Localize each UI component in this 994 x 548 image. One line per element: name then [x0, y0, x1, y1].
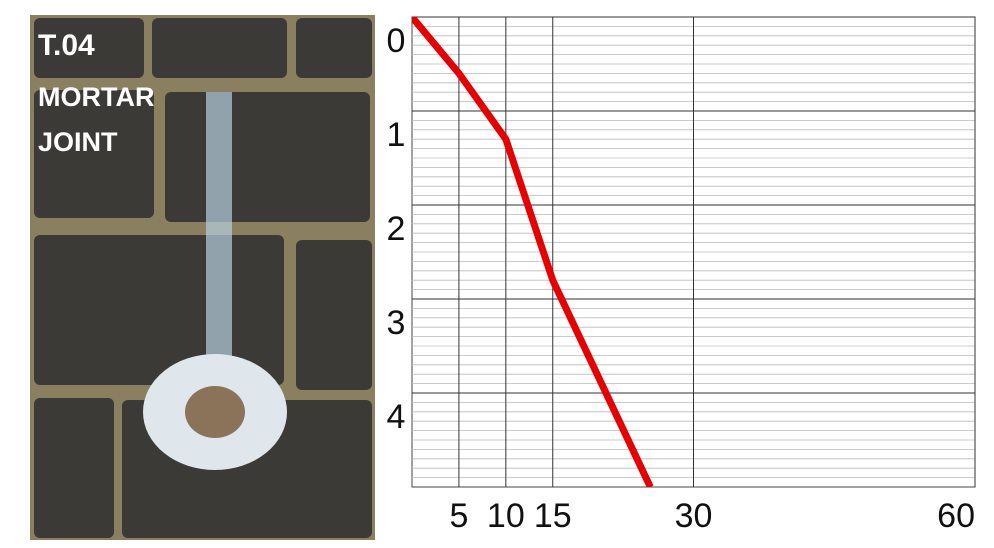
y-tick-label: 1	[387, 116, 406, 154]
photo: T.04 MORTAR JOINT	[30, 15, 375, 540]
x-tick-label: 10	[487, 497, 525, 535]
x-tick-label: 15	[534, 497, 572, 535]
x-tick-label: 60	[937, 497, 975, 535]
x-tick-label: 30	[675, 497, 713, 535]
y-tick-label: 3	[387, 304, 406, 342]
y-tick-label: 4	[387, 398, 406, 436]
photo-label: T.04	[38, 29, 95, 62]
photo-caption: JOINT	[38, 127, 118, 157]
tube	[206, 92, 232, 362]
x-tick-label: 5	[449, 497, 468, 535]
photo-caption: MORTAR	[38, 82, 154, 112]
seal-hole	[185, 386, 245, 438]
y-tick-label: 2	[387, 210, 406, 248]
page: T.04 MORTAR JOINT 0 1 2 3 4 5 1015 30 60	[0, 0, 994, 548]
y-tick-label: 0	[387, 22, 406, 60]
